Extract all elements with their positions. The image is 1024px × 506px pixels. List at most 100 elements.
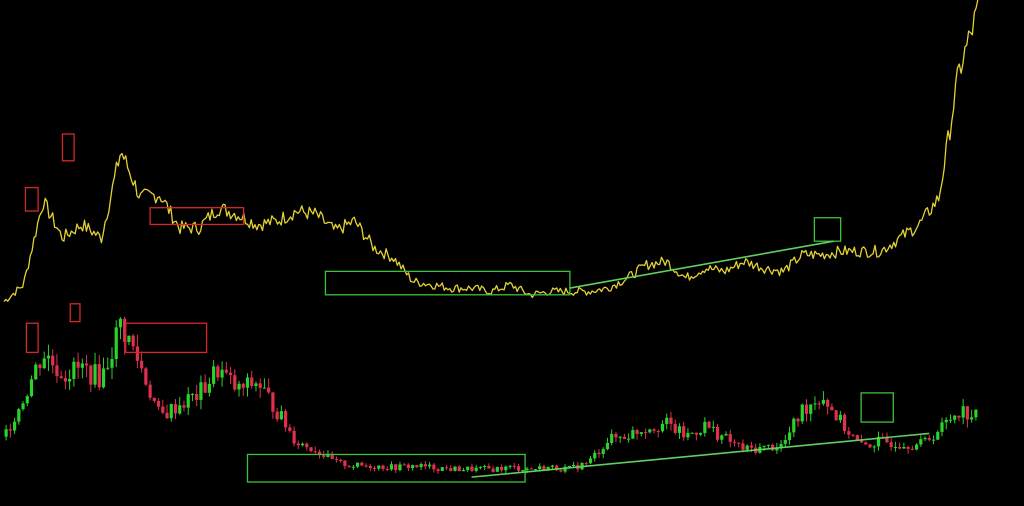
candle-body bbox=[250, 377, 254, 386]
candle-body bbox=[686, 432, 690, 438]
candle-body bbox=[931, 439, 936, 441]
candle-body bbox=[631, 430, 635, 439]
candle-body bbox=[275, 411, 279, 420]
candle-body bbox=[135, 346, 139, 361]
candle-body bbox=[914, 444, 919, 450]
candle-body bbox=[444, 467, 449, 469]
candle-body bbox=[292, 430, 296, 444]
candle-body bbox=[440, 467, 444, 471]
candle-body bbox=[555, 465, 559, 471]
candle-body bbox=[843, 414, 847, 432]
candle-body bbox=[868, 444, 872, 448]
candle-body bbox=[394, 464, 398, 471]
candle-body bbox=[699, 433, 703, 435]
red-highlight-box bbox=[125, 322, 208, 354]
red-highlight-box bbox=[25, 322, 39, 354]
candle-body bbox=[563, 466, 567, 472]
candle-body bbox=[601, 449, 605, 454]
candle-body bbox=[123, 318, 127, 343]
candle-body bbox=[639, 432, 643, 434]
candle-body bbox=[864, 442, 868, 445]
candle-body bbox=[237, 383, 241, 390]
candle-body bbox=[597, 452, 601, 454]
candle-body bbox=[974, 409, 978, 418]
candle-body bbox=[453, 466, 457, 471]
candle-body bbox=[588, 458, 593, 464]
candle-body bbox=[787, 432, 792, 441]
candle-body bbox=[182, 405, 186, 408]
candle-body bbox=[372, 467, 377, 469]
candle-body bbox=[51, 355, 55, 366]
candle-body bbox=[436, 469, 440, 471]
candle-body bbox=[42, 358, 46, 369]
candle-body bbox=[457, 466, 461, 472]
candle-body bbox=[17, 409, 21, 422]
candle-body bbox=[927, 438, 931, 440]
candle-body bbox=[411, 465, 415, 469]
candle-body bbox=[423, 464, 427, 467]
candle-body bbox=[940, 422, 944, 432]
green-highlight-box bbox=[246, 453, 526, 483]
candle-body bbox=[902, 447, 906, 449]
candle-body bbox=[339, 459, 343, 461]
candle-body bbox=[25, 396, 29, 404]
candle-body bbox=[834, 410, 838, 421]
candle-body bbox=[813, 403, 817, 405]
candle-body bbox=[203, 382, 207, 393]
candle-body bbox=[593, 452, 597, 459]
candle-body bbox=[656, 431, 660, 433]
candle-body bbox=[449, 468, 453, 471]
candle-body bbox=[559, 470, 563, 472]
candle-body bbox=[470, 466, 474, 471]
candle-body bbox=[885, 437, 889, 443]
candle-body bbox=[643, 432, 648, 434]
red-highlight-box bbox=[24, 186, 39, 212]
candle-body bbox=[55, 365, 59, 377]
candle-body bbox=[538, 466, 542, 470]
candle-body bbox=[766, 444, 770, 446]
candle-body bbox=[889, 442, 893, 448]
candle-body bbox=[898, 447, 902, 449]
candle-body bbox=[195, 394, 199, 400]
candle-body bbox=[216, 366, 220, 378]
candle-body bbox=[161, 406, 165, 413]
candle-body bbox=[707, 421, 711, 428]
candle-body bbox=[499, 466, 504, 471]
candle-body bbox=[8, 429, 12, 431]
candle-body bbox=[212, 366, 216, 384]
green-highlight-box bbox=[860, 392, 894, 423]
candle-body bbox=[254, 383, 258, 386]
candle-body bbox=[953, 415, 957, 420]
candle-body bbox=[93, 364, 97, 385]
candle-body bbox=[495, 466, 499, 472]
candle-body bbox=[605, 442, 610, 450]
candle-body bbox=[715, 426, 720, 440]
candle-body bbox=[936, 431, 940, 440]
candle-body bbox=[546, 466, 550, 471]
candle-body bbox=[571, 464, 576, 467]
candle-body bbox=[792, 418, 796, 433]
candle-body bbox=[550, 465, 555, 467]
candle-body bbox=[271, 392, 275, 412]
candle-body bbox=[38, 364, 42, 369]
support-trend-line bbox=[471, 432, 930, 478]
candle-body bbox=[334, 458, 339, 460]
candle-body bbox=[101, 368, 106, 388]
candle-body bbox=[919, 439, 923, 445]
candle-body bbox=[648, 429, 652, 433]
candle-body bbox=[944, 419, 948, 423]
candle-body bbox=[665, 417, 669, 424]
candle-body bbox=[89, 365, 93, 385]
candle-body bbox=[377, 465, 381, 469]
candle-body bbox=[851, 434, 855, 436]
candle-body bbox=[34, 364, 38, 380]
candle-body bbox=[508, 465, 512, 467]
candle-body bbox=[140, 360, 144, 369]
candle-body bbox=[351, 466, 355, 468]
candle-body bbox=[343, 460, 347, 467]
support-trend-line bbox=[569, 240, 834, 289]
candle-body bbox=[152, 397, 156, 401]
candle-body bbox=[749, 445, 754, 448]
candle-body bbox=[381, 465, 385, 469]
